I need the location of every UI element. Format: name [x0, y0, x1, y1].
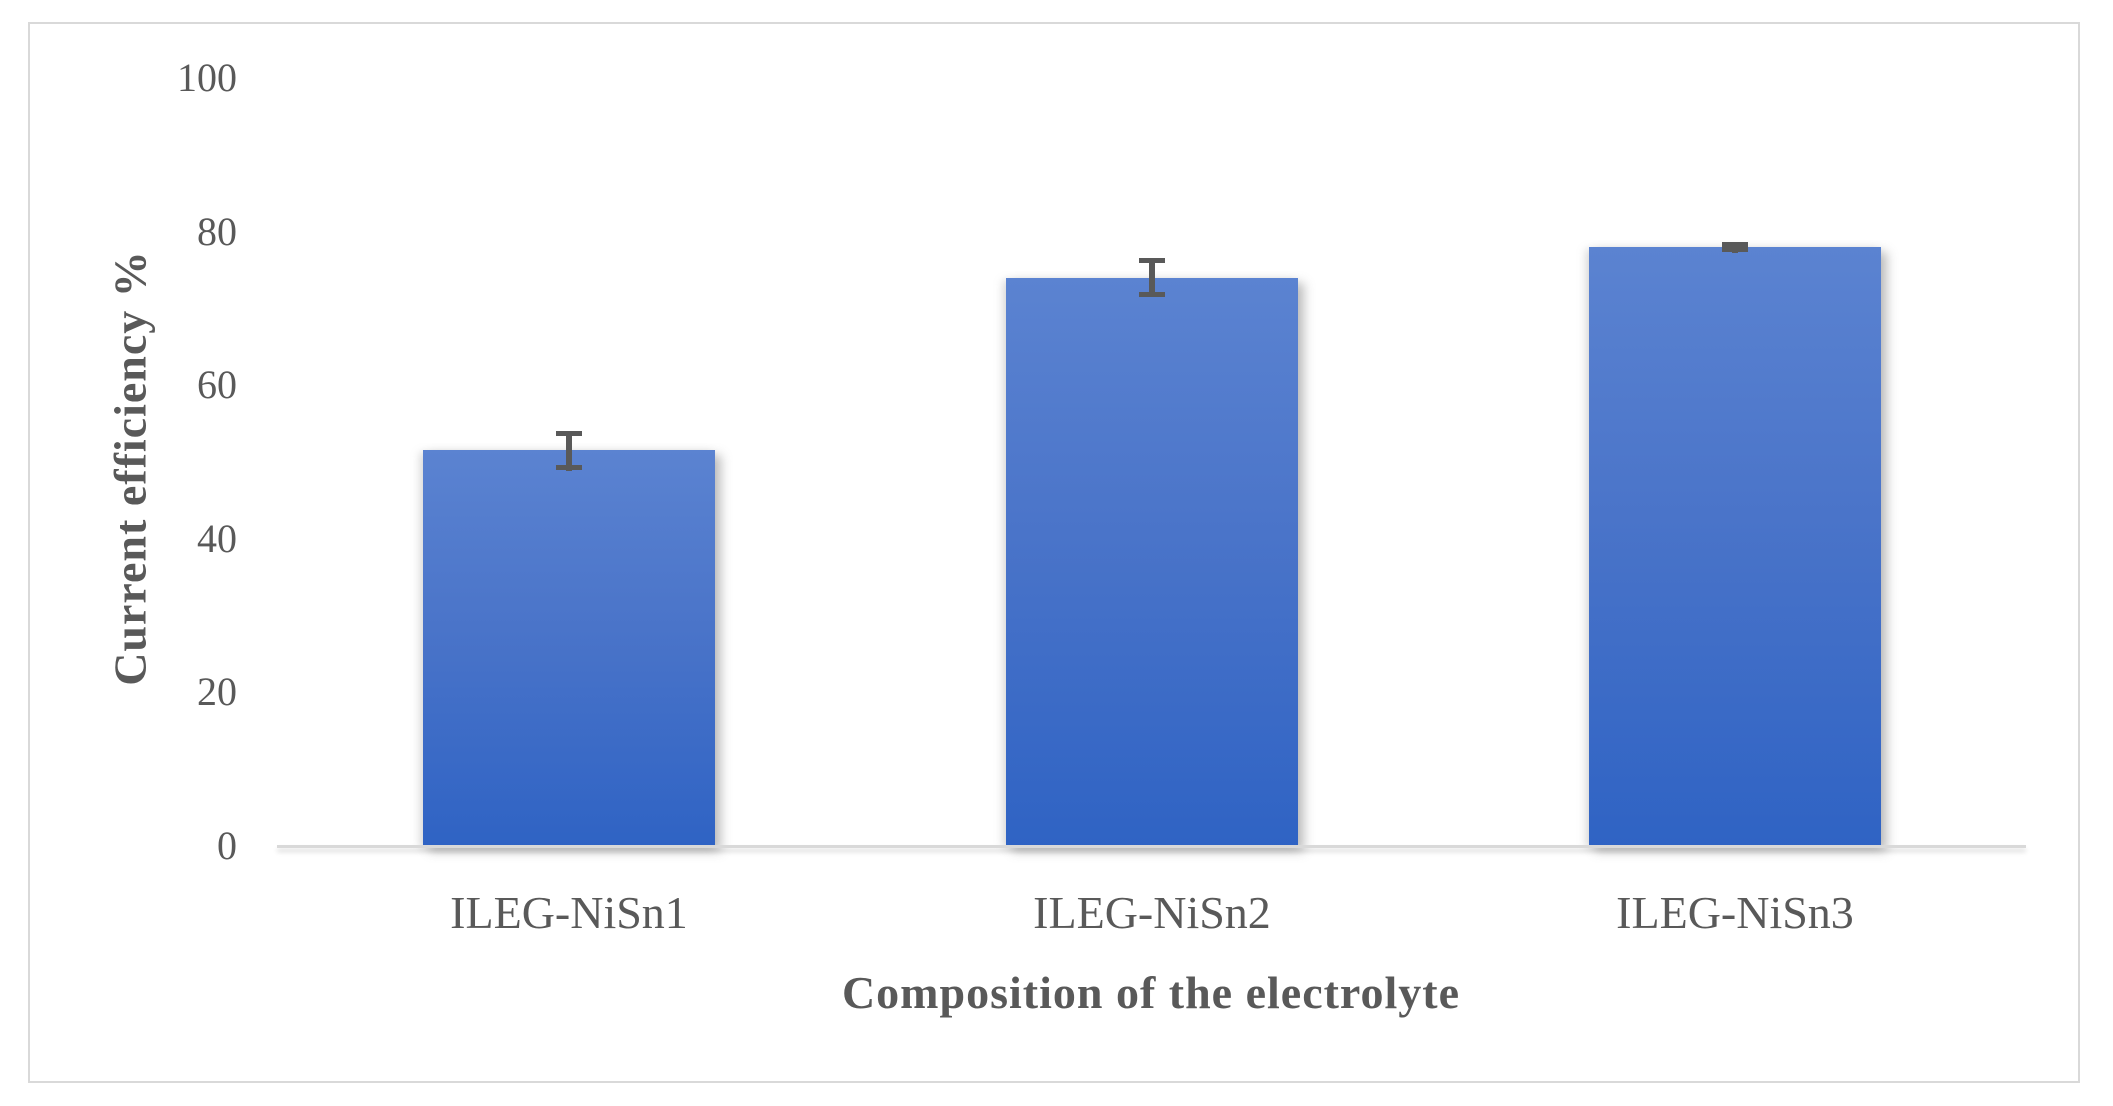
error-bar-cap-top: [1139, 258, 1165, 263]
y-axis-title-text: Current efficiency %: [104, 250, 156, 686]
error-bar-line: [1149, 258, 1155, 296]
bar-ILEG-NiSn2: [1006, 278, 1298, 846]
error-bar-cap-bottom: [1722, 247, 1748, 252]
error-bar-cap-bottom: [556, 465, 582, 470]
category-label: ILEG-NiSn1: [450, 887, 688, 938]
error-bar-cap-top: [556, 431, 582, 436]
category-label: ILEG-NiSn2: [1033, 887, 1271, 938]
x-axis-line: [277, 845, 2026, 848]
y-tick-label: 0: [217, 823, 237, 868]
y-tick-label: 100: [177, 55, 237, 100]
error-bar-cap-bottom: [1139, 292, 1165, 297]
y-tick-label: 20: [197, 669, 237, 715]
x-axis-title: Composition of the electrolyte: [841, 967, 1461, 1018]
bar-ILEG-NiSn3: [1589, 247, 1881, 846]
category-label: ILEG-NiSn3: [1616, 887, 1854, 938]
y-tick-label: 40: [197, 515, 237, 561]
error-bar-line: [566, 431, 572, 471]
error-bar-cap-top: [1722, 242, 1748, 247]
y-tick-label: 60: [197, 362, 237, 408]
bar-ILEG-NiSn1: [423, 450, 715, 846]
y-tick-label: 80: [197, 208, 237, 254]
